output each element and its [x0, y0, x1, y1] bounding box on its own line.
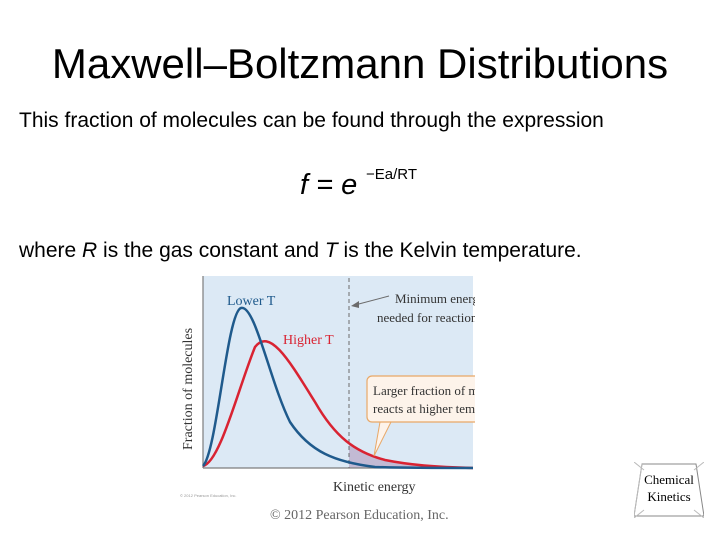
where-part2: is the gas constant and: [97, 239, 325, 262]
where-text: where R is the gas constant and T is the…: [19, 238, 582, 264]
y-axis-label: Fraction of molecules: [181, 328, 196, 450]
slide-title: Maxwell–Boltzmann Distributions: [51, 40, 669, 87]
formula-exponent: −Ea/RT: [366, 166, 417, 183]
min-energy-label-line1: Minimum energy: [395, 291, 475, 306]
badge-line2: Kinetics: [647, 489, 691, 504]
lower-t-label: Lower T: [227, 294, 276, 309]
higher-t-curve: [202, 340, 474, 470]
where-t: T: [324, 239, 338, 262]
where-part3: is the Kelvin temperature.: [337, 239, 582, 262]
where-r: R: [82, 239, 98, 262]
formula: f = e −Ea/RT: [300, 166, 417, 202]
badge-text: Chemical Kinetics: [634, 471, 704, 505]
callout-line1: Larger fraction of molecules: [373, 383, 475, 398]
callout-line2: reacts at higher temperature: [373, 401, 475, 416]
badge-bevel-br: [693, 509, 704, 518]
badge-bevel-left-top: [634, 463, 643, 517]
intro-text: This fraction of molecules can be found …: [19, 109, 604, 132]
x-axis-label: Kinetic energy: [333, 480, 416, 495]
lower-t-curve: [201, 306, 474, 470]
badge-bevel-tr: [693, 462, 704, 471]
badge-line1: Chemical: [644, 472, 694, 487]
where-part1: where: [19, 239, 83, 262]
ea-arrow: [354, 295, 390, 306]
plot-background: [203, 276, 473, 468]
footer-copyright: © 2012 Pearson Education, Inc.: [270, 508, 449, 523]
figure-copyright: © 2012 Pearson Education, Inc.: [180, 493, 237, 498]
formula-base: f = e: [300, 169, 358, 201]
badge-bevel-tl: [634, 462, 645, 471]
distribution-figure: Lower T Higher T Minimum energy needed f…: [181, 276, 475, 495]
ea-arrowhead: [351, 301, 359, 308]
callout-box: [366, 375, 475, 423]
shaded-area: [349, 443, 473, 468]
chapter-badge: [634, 462, 704, 518]
min-energy-label-line2: needed for reaction, Ea: [377, 310, 475, 325]
badge-bevel-bl: [634, 509, 645, 518]
higher-t-label: Higher T: [283, 333, 334, 348]
